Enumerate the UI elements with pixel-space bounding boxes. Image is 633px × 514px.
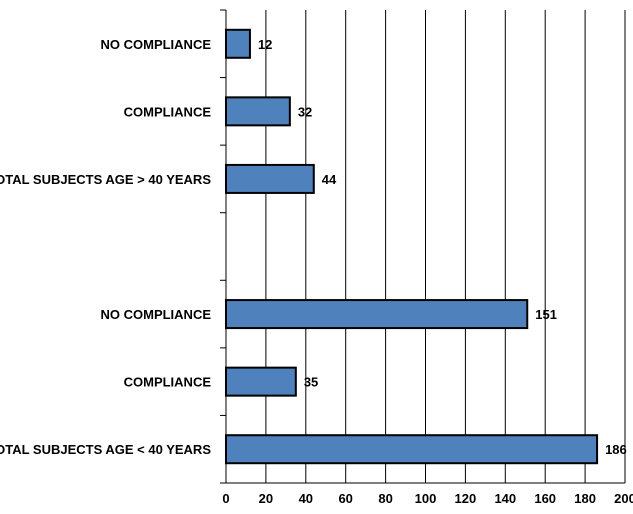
x-tick-label: 120: [455, 491, 477, 506]
bar: [225, 28, 251, 59]
x-tick-label: 180: [574, 491, 596, 506]
x-tick-label: 40: [299, 491, 313, 506]
bars: [225, 28, 599, 465]
x-tick-label: 20: [259, 491, 273, 506]
category-label: TOTAL SUBJECTS AGE < 40 YEARS: [0, 442, 211, 457]
category-label: COMPLIANCE: [124, 104, 212, 119]
bar: [225, 96, 291, 127]
x-tick-label: 60: [338, 491, 352, 506]
bar: [225, 434, 599, 465]
data-label: 12: [258, 37, 272, 52]
bar: [225, 366, 297, 397]
data-label: 35: [304, 375, 318, 390]
x-tick-label: 140: [494, 491, 516, 506]
x-tick-label: 200: [614, 491, 633, 506]
data-label: 32: [298, 104, 312, 119]
labels: 0 20 40 60 80 100 120 140 160 180 200 NO COMPLIANCE…: [0, 37, 633, 506]
data-label: 186: [605, 442, 627, 457]
category-label: TOTAL SUBJECTS AGE > 40 YEARS: [0, 172, 211, 187]
category-label: COMPLIANCE: [124, 375, 212, 390]
axes: [220, 9, 625, 484]
x-tick-label: 160: [534, 491, 556, 506]
bar: [225, 163, 315, 194]
category-label: NO COMPLIANCE: [101, 37, 212, 52]
x-tick-label: 80: [378, 491, 392, 506]
gridlines: [265, 10, 626, 483]
x-tick-label: 100: [415, 491, 437, 506]
category-label: NO COMPLIANCE: [101, 307, 212, 322]
data-label: 151: [535, 307, 557, 322]
data-label: 44: [322, 172, 337, 187]
bar: [225, 299, 529, 330]
x-tick-label: 0: [222, 491, 229, 506]
